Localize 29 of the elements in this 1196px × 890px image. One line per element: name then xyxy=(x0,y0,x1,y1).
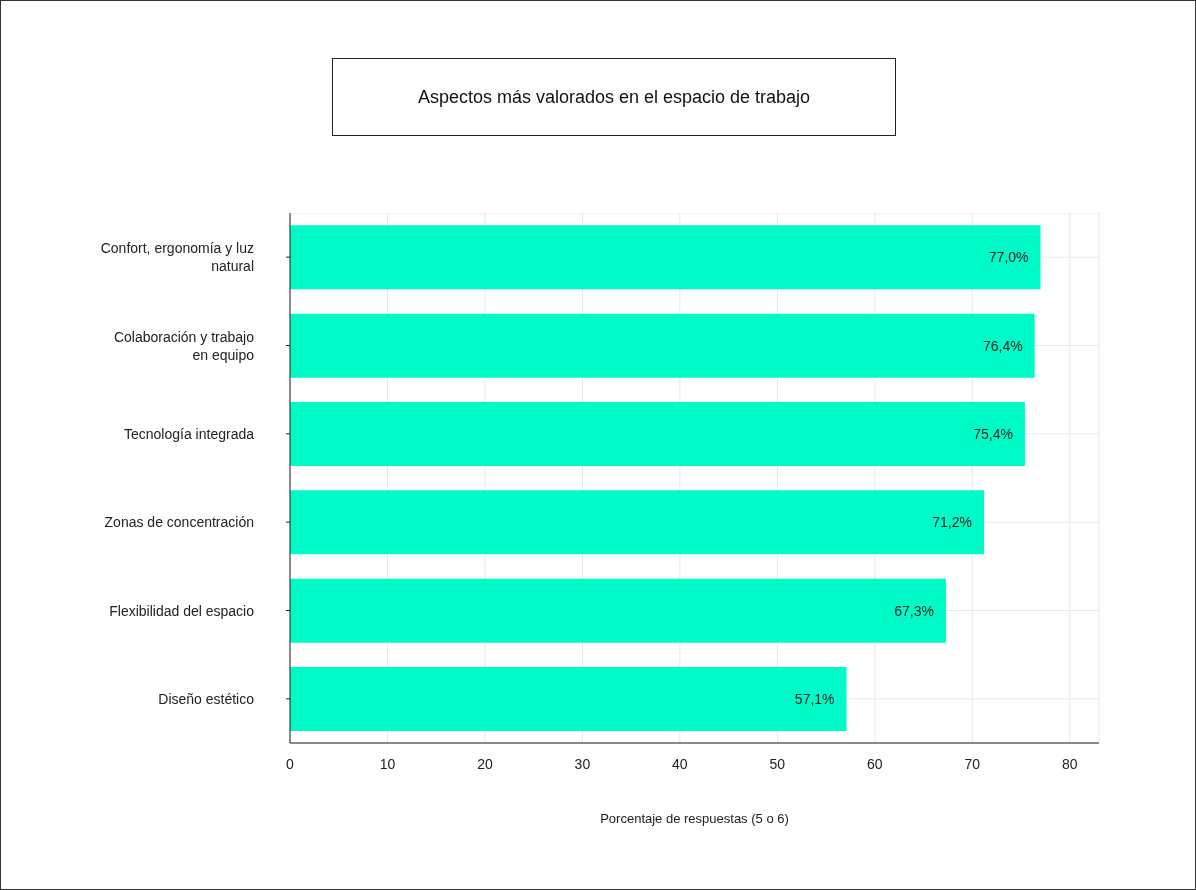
data-label: 57,1% xyxy=(794,691,835,707)
x-tick-label: 80 xyxy=(1061,755,1078,772)
bar xyxy=(290,313,1035,378)
y-tick-label: Confort, ergonomía y luz natural xyxy=(100,240,254,275)
x-tick-label: 30 xyxy=(574,755,591,772)
y-tick-label: Flexibilidad del espacio xyxy=(109,602,255,619)
bar xyxy=(290,578,946,643)
x-tick-label: 10 xyxy=(379,755,396,772)
data-label: 67,3% xyxy=(894,602,934,619)
data-label: 71,2% xyxy=(932,514,972,531)
bar xyxy=(290,490,984,555)
x-tick-label: 20 xyxy=(477,755,493,772)
x-axis-title: Porcentaje de respuestas (5 o 6) xyxy=(600,811,789,826)
x-tick-label: 50 xyxy=(769,755,786,772)
y-tick-label: Diseño estético xyxy=(158,690,255,707)
x-tick-label: 70 xyxy=(964,755,981,772)
x-tick-label: 0 xyxy=(286,755,295,772)
bar xyxy=(290,402,1025,467)
y-tick-label: Colaboración y trabajo en equipo xyxy=(113,328,255,363)
y-tick-label: Tecnología integrada xyxy=(124,425,255,442)
data-label: 76,4% xyxy=(982,337,1023,354)
y-tick-label: Zonas de concentración xyxy=(104,514,254,531)
data-label: 75,4% xyxy=(973,426,1013,442)
x-tick-label: 60 xyxy=(867,755,883,772)
data-label: 77,0% xyxy=(988,249,1029,266)
x-tick-label: 40 xyxy=(672,755,688,772)
chart-title: Aspectos más valorados en el espacio de trabajo xyxy=(332,58,896,136)
bar xyxy=(290,667,847,732)
bar xyxy=(290,225,1041,290)
